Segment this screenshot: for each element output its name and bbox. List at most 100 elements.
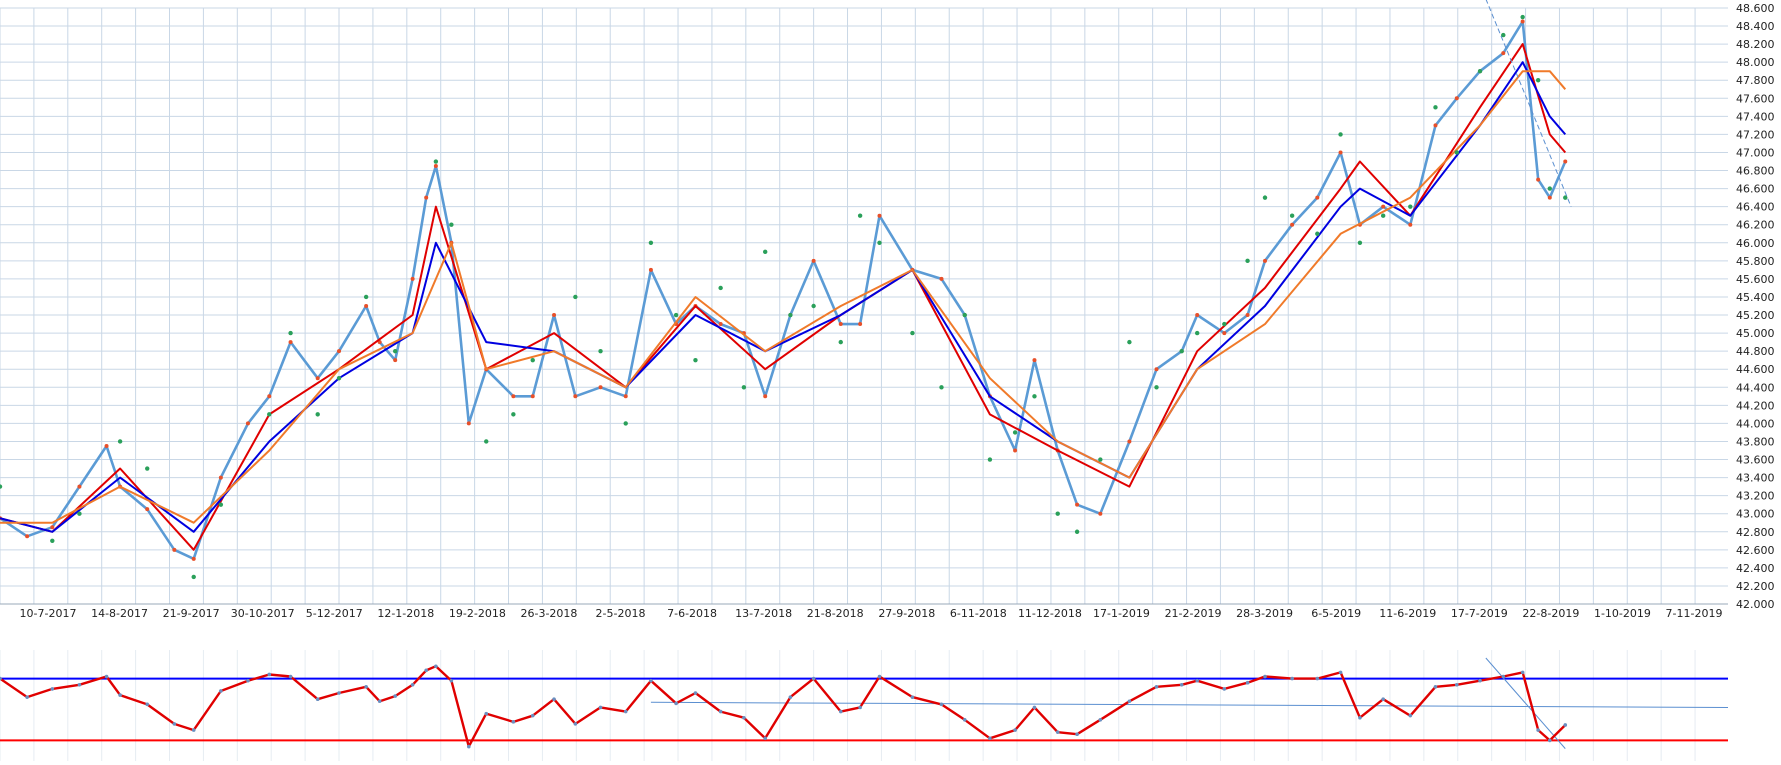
price-point bbox=[1075, 502, 1080, 507]
oscillator-point bbox=[0, 676, 2, 681]
y-tick-label: 47.200 bbox=[1736, 128, 1775, 141]
price-point bbox=[511, 394, 516, 399]
main-grid bbox=[0, 7, 1728, 605]
y-tick-label: 46.200 bbox=[1736, 219, 1775, 232]
oscillator-point bbox=[511, 720, 516, 724]
sar-point bbox=[1477, 69, 1483, 74]
price-point bbox=[466, 421, 471, 426]
x-tick-label: 14-8-2017 bbox=[91, 607, 148, 620]
price-point bbox=[598, 385, 603, 390]
sar-point bbox=[1357, 240, 1363, 245]
sar-point bbox=[191, 574, 196, 580]
y-tick-label: 45.400 bbox=[1736, 291, 1775, 304]
oscillator-point bbox=[877, 674, 882, 679]
y-tick-label: 44.400 bbox=[1736, 381, 1775, 394]
oscillator-point bbox=[1454, 682, 1459, 687]
sar-point bbox=[117, 439, 123, 444]
sar-point bbox=[877, 240, 882, 245]
y-tick-label: 44.000 bbox=[1736, 417, 1775, 430]
price-point bbox=[1520, 19, 1525, 24]
oscillator-point bbox=[288, 674, 293, 679]
oscillator-point bbox=[1222, 687, 1227, 691]
price-point bbox=[648, 267, 653, 272]
price-point bbox=[315, 376, 320, 381]
sar-point bbox=[1012, 430, 1018, 435]
sar-point bbox=[1179, 348, 1184, 354]
price-point bbox=[858, 322, 863, 327]
oscillator-point bbox=[1536, 728, 1540, 732]
price-point bbox=[1290, 222, 1295, 227]
price-point bbox=[104, 443, 109, 448]
sar-point bbox=[315, 412, 320, 417]
x-tick-label: 17-1-2019 bbox=[1093, 607, 1150, 620]
oscillator-point bbox=[1098, 718, 1103, 722]
sar-point bbox=[939, 385, 944, 390]
x-tick-label: 26-3-2018 bbox=[520, 607, 577, 620]
sar-point bbox=[623, 421, 628, 426]
oscillator-point bbox=[1013, 728, 1017, 732]
price-point bbox=[838, 322, 843, 327]
oscillator-point bbox=[858, 705, 862, 710]
sar-point bbox=[1315, 231, 1320, 236]
sar-point bbox=[763, 249, 768, 255]
oscillator-point bbox=[1315, 676, 1320, 681]
price-point bbox=[267, 394, 272, 399]
sar-point bbox=[1074, 529, 1080, 534]
oscillator-series bbox=[0, 657, 1729, 749]
sar-point bbox=[1454, 150, 1459, 155]
sar-point bbox=[218, 502, 224, 507]
oscillator-point bbox=[1055, 730, 1060, 734]
oscillator-point bbox=[1032, 705, 1037, 710]
sar-point bbox=[0, 484, 3, 489]
y-tick-label: 45.600 bbox=[1736, 273, 1775, 286]
price-point bbox=[1263, 258, 1268, 263]
oscillator-point bbox=[25, 695, 29, 699]
oscillator-point bbox=[315, 697, 320, 701]
price-point bbox=[25, 534, 30, 539]
price-point bbox=[1381, 204, 1386, 209]
y-tick-label: 42.000 bbox=[1736, 598, 1775, 611]
oscillator-point bbox=[246, 678, 250, 683]
oscillator-point bbox=[649, 678, 653, 683]
oscillator-point bbox=[467, 744, 471, 749]
sar-point bbox=[1380, 213, 1386, 218]
x-tick-label: 5-12-2017 bbox=[306, 607, 363, 620]
x-tick-label: 7-6-2018 bbox=[667, 607, 717, 620]
oscillator-point bbox=[1478, 678, 1482, 683]
price-point bbox=[191, 556, 196, 561]
oscillator-point bbox=[788, 695, 793, 699]
sar-point bbox=[1535, 78, 1541, 83]
price-point bbox=[1245, 313, 1250, 318]
oscillator-grid bbox=[0, 650, 1696, 761]
price-point bbox=[939, 276, 944, 281]
sar-point bbox=[1154, 385, 1159, 390]
sar-point bbox=[598, 348, 603, 354]
x-tick-label: 6-5-2019 bbox=[1311, 607, 1361, 620]
sar-point bbox=[530, 357, 535, 363]
oscillator-point bbox=[410, 682, 415, 687]
price-point bbox=[218, 475, 223, 480]
sar-point bbox=[267, 412, 272, 417]
sar-point bbox=[449, 222, 454, 227]
oscillator-point bbox=[337, 691, 341, 695]
oscillator-point bbox=[718, 709, 723, 714]
price-point bbox=[1013, 448, 1018, 453]
y-tick-label: 47.000 bbox=[1736, 146, 1775, 159]
sar-point bbox=[648, 240, 654, 245]
price-point bbox=[1454, 96, 1459, 101]
oscillator-point bbox=[1245, 680, 1250, 685]
oscillator-point bbox=[1547, 738, 1552, 743]
sar-point bbox=[1501, 32, 1506, 38]
oscillator-point bbox=[267, 672, 272, 677]
oscillator-point bbox=[623, 709, 628, 714]
sar-point bbox=[718, 285, 723, 291]
oscillator-point bbox=[1075, 732, 1079, 737]
y-tick-label: 43.000 bbox=[1736, 508, 1775, 521]
x-tick-label: 1-10-2019 bbox=[1594, 607, 1651, 620]
oscillator-point bbox=[1433, 685, 1438, 689]
sar-point bbox=[673, 312, 679, 318]
sar-point bbox=[741, 385, 747, 390]
y-tick-label: 48.200 bbox=[1736, 38, 1775, 51]
sar-point bbox=[1289, 213, 1295, 218]
x-tick-label: 11-6-2019 bbox=[1379, 607, 1436, 620]
